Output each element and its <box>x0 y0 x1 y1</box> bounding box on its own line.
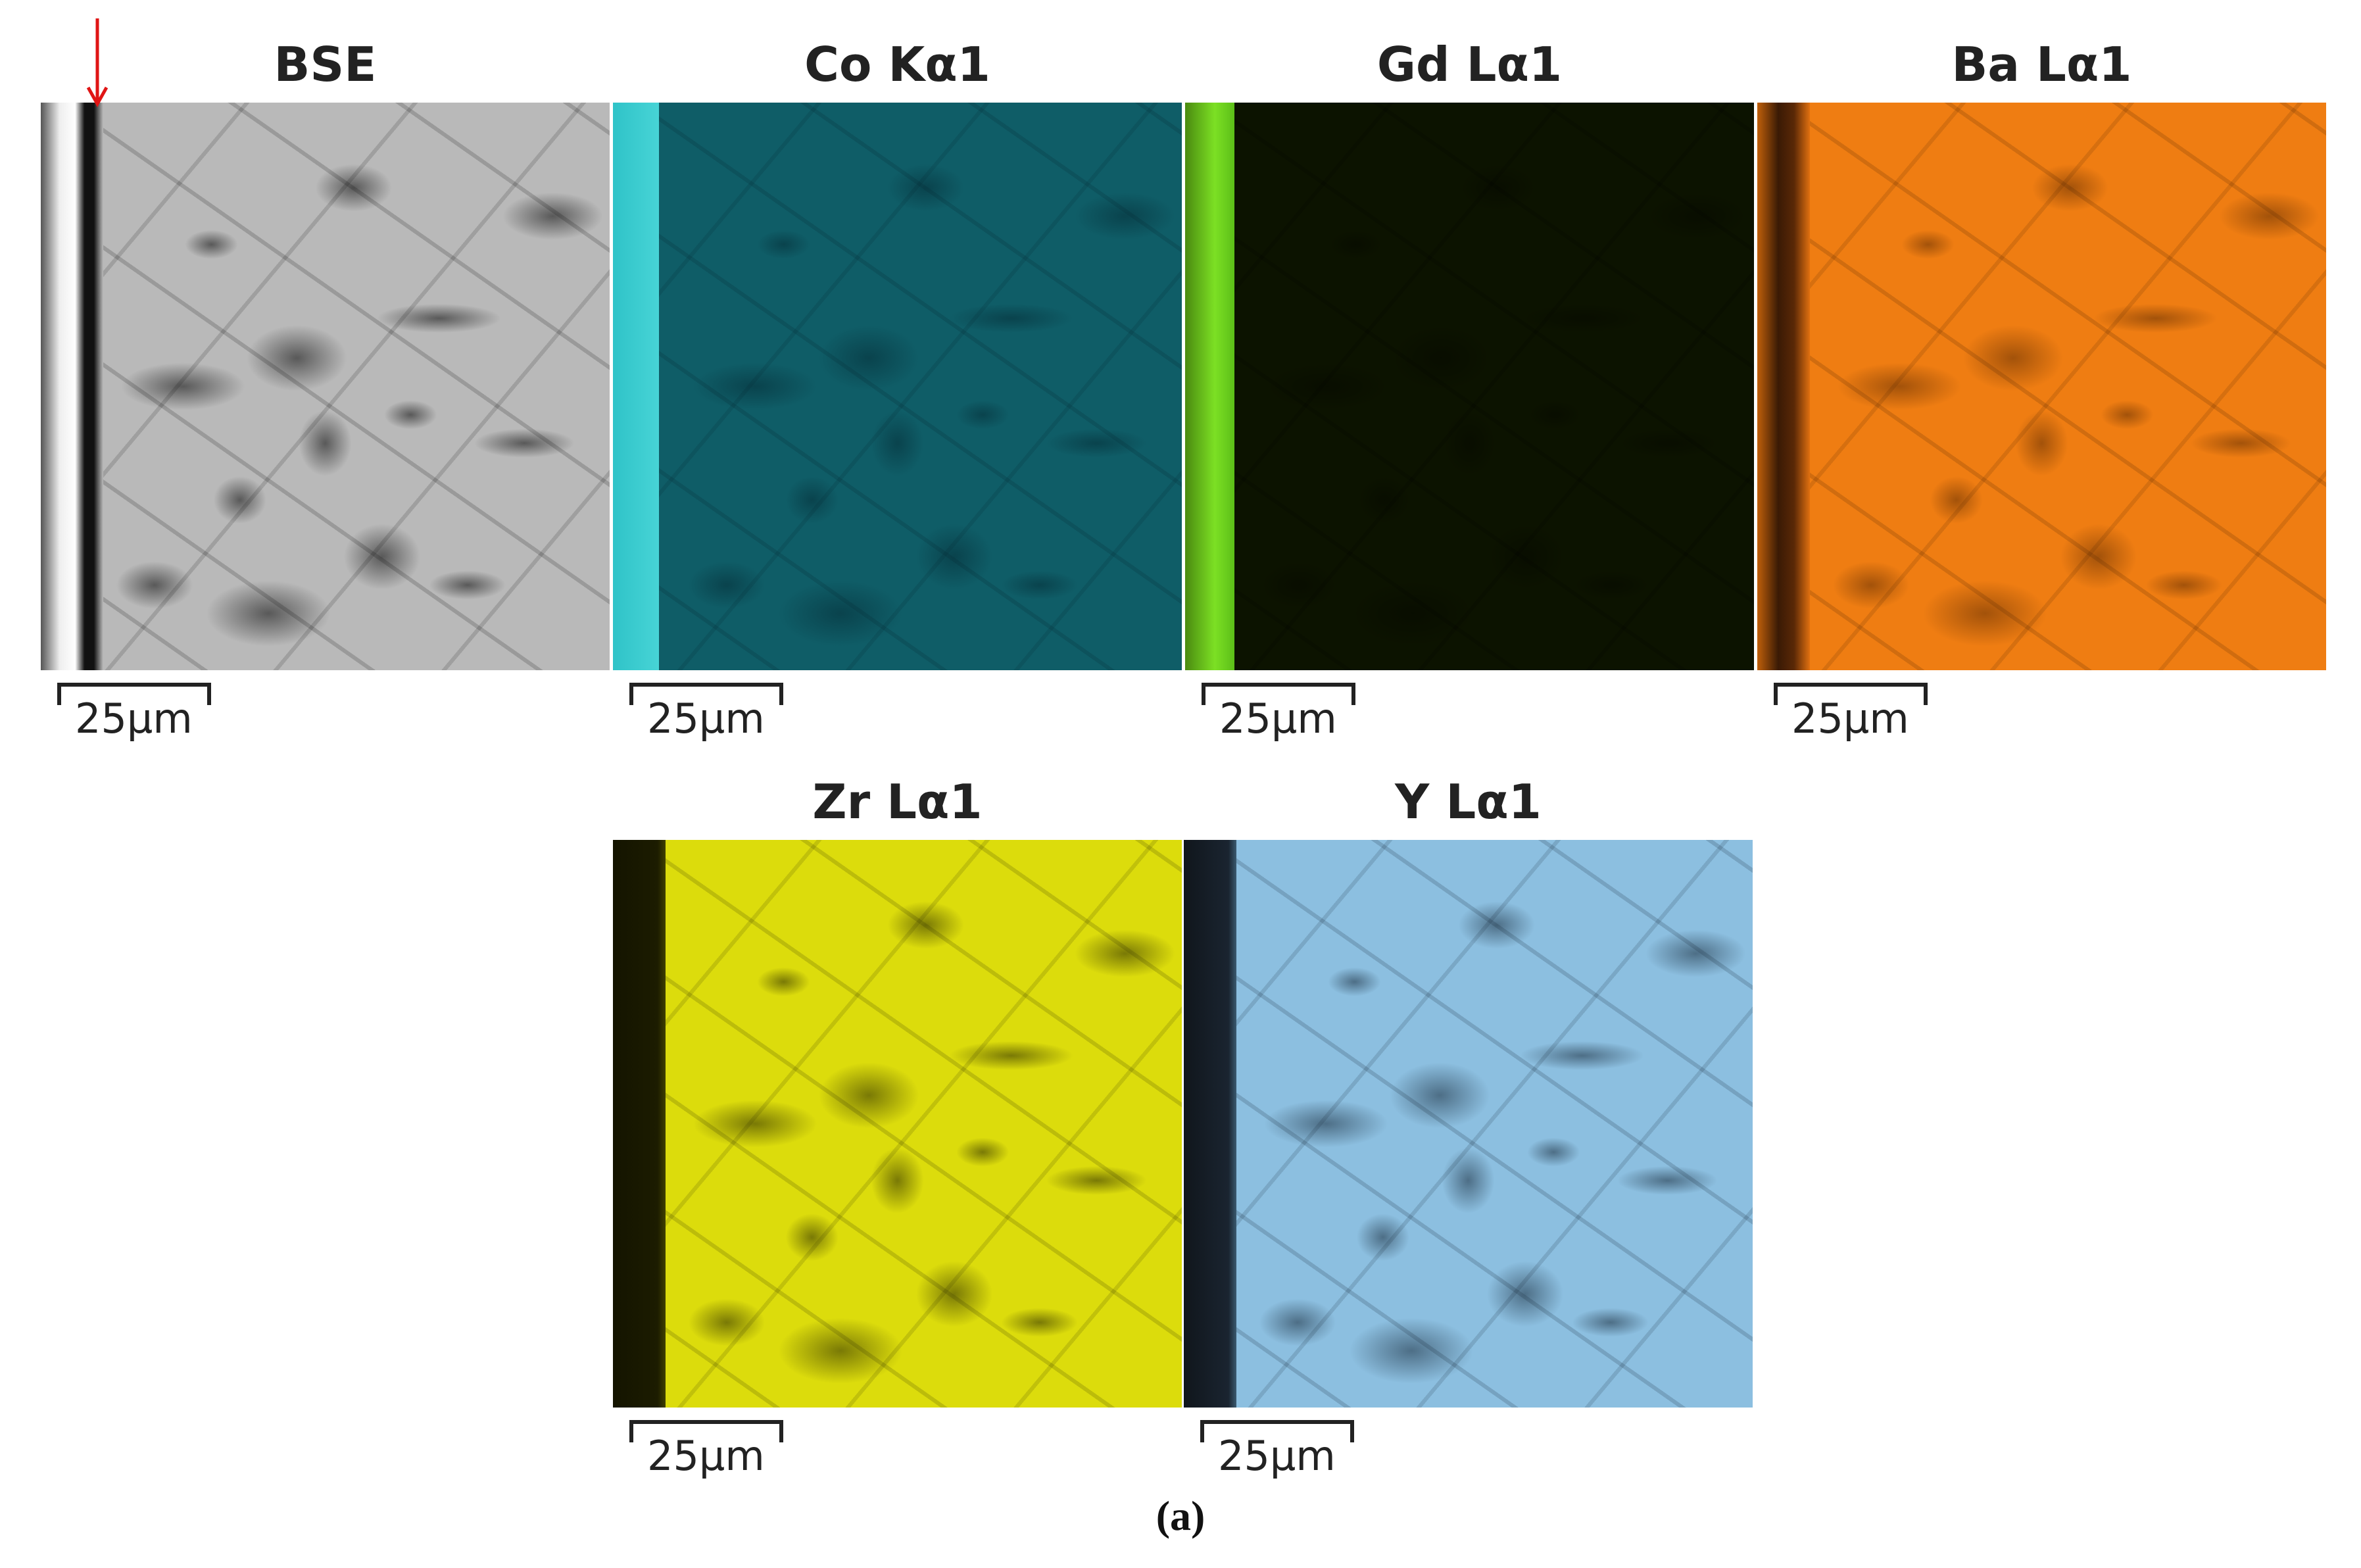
scale-label: 25μm <box>1219 695 1337 743</box>
scale-label: 25μm <box>1218 1432 1336 1480</box>
map-edge <box>1757 103 1810 670</box>
scale-bar <box>1774 683 1928 705</box>
panel-title: Y Lα1 <box>1395 774 1542 829</box>
scale-bar <box>629 683 783 705</box>
element-map <box>1185 103 1754 670</box>
panel-title: Zr Lα1 <box>812 774 983 829</box>
panel-title: Ba Lα1 <box>1951 37 2132 92</box>
map-edge <box>613 840 666 1408</box>
map-edge <box>613 103 659 670</box>
map-edge <box>1185 103 1234 670</box>
element-map <box>1757 103 2326 670</box>
scale-label: 25μm <box>647 1432 765 1480</box>
scale-bar <box>1200 1420 1354 1442</box>
panel-title: Co Kα1 <box>804 37 990 92</box>
element-map <box>1184 840 1753 1408</box>
scale-bar <box>57 683 211 705</box>
element-map <box>613 840 1182 1408</box>
scale-bar <box>1202 683 1355 705</box>
scale-bar <box>629 1420 783 1442</box>
element-map <box>613 103 1182 670</box>
panel-title: Gd Lα1 <box>1376 37 1563 92</box>
element-map <box>41 103 610 670</box>
scale-label: 25μm <box>647 695 765 743</box>
panel-title: BSE <box>274 37 377 92</box>
scale-label: 25μm <box>1791 695 1909 743</box>
arrow <box>86 18 109 108</box>
map-edge <box>1184 840 1236 1408</box>
figure-caption: (a) <box>1156 1492 1205 1539</box>
map-edge <box>41 103 103 670</box>
scale-label: 25μm <box>75 695 193 743</box>
